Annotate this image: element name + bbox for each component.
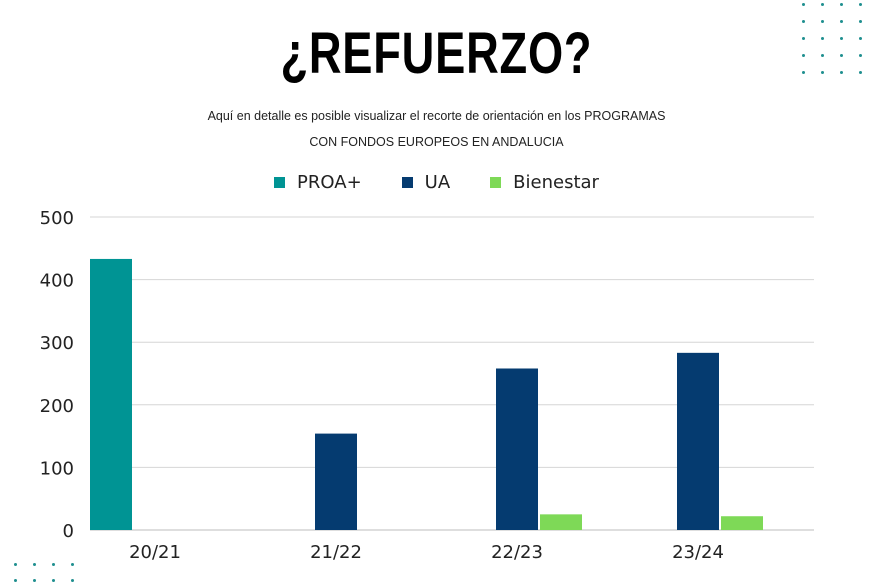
legend-label-bienestar: Bienestar	[513, 172, 599, 193]
subtitle-line-1: Aquí en detalle es posible visualizar el…	[207, 109, 666, 123]
decorative-dot	[859, 37, 862, 40]
decorative-dot	[840, 37, 843, 40]
decorative-dot	[821, 37, 824, 40]
decorative-dot	[802, 20, 805, 23]
legend-item-ua: UA	[401, 172, 451, 193]
decorative-dot	[802, 3, 805, 6]
legend-item-bienestar: Bienestar	[490, 172, 599, 193]
decorative-dot	[71, 579, 74, 582]
legend-label-proa: PROA+	[297, 172, 362, 193]
decorative-dot	[802, 54, 805, 57]
decorative-dot	[802, 71, 805, 74]
page-title: ¿REFUERZO?	[280, 21, 593, 86]
decorative-dot	[14, 563, 17, 566]
y-tick-label: 100	[40, 458, 74, 479]
decorative-dot	[14, 579, 17, 582]
y-tick-label: 500	[40, 208, 74, 229]
decorative-dot	[859, 20, 862, 23]
subtitle-line-2: CON FONDOS EUROPEOS EN ANDALUCIA	[309, 135, 564, 149]
bar-ua-22-23	[496, 368, 538, 530]
x-tick-label: 22/23	[491, 542, 543, 563]
y-tick-label: 400	[40, 271, 74, 292]
legend-label-ua: UA	[424, 172, 451, 193]
x-tick-label: 21/22	[310, 542, 362, 563]
legend-swatch-bienestar	[490, 177, 502, 188]
bar-proa-20-21	[90, 258, 132, 530]
y-tick-label: 200	[40, 396, 74, 417]
legend-item-proa: PROA+	[274, 172, 362, 193]
x-tick-label: 23/24	[672, 542, 724, 563]
legend-swatch-ua	[401, 177, 413, 188]
decorative-dot	[71, 563, 74, 566]
x-tick-label: 20/21	[129, 542, 181, 563]
decorative-dot	[840, 3, 843, 6]
decorative-dot	[802, 37, 805, 40]
decorative-dot	[52, 579, 55, 582]
decorative-dot	[821, 54, 824, 57]
chart-legend: PROA+ UA Bienestar	[0, 172, 873, 193]
bar-ua-21-22	[315, 433, 357, 530]
decorative-dot	[859, 3, 862, 6]
decorative-dot	[52, 563, 55, 566]
decorative-dot	[840, 71, 843, 74]
decorative-dot	[821, 71, 824, 74]
bar-bienestar-22-23	[540, 514, 582, 530]
decorative-dot	[840, 54, 843, 57]
decorative-dot	[33, 563, 36, 566]
decorative-dot	[840, 20, 843, 23]
decorative-dot	[33, 579, 36, 582]
legend-swatch-proa	[274, 177, 286, 188]
bar-bienestar-23-24	[721, 516, 763, 530]
decorative-dot	[821, 20, 824, 23]
decorative-dot	[859, 71, 862, 74]
bar-ua-23-24	[677, 352, 719, 530]
y-tick-label: 0	[63, 521, 74, 542]
decorative-dot	[859, 54, 862, 57]
decorative-dot	[821, 3, 824, 6]
y-tick-label: 300	[40, 333, 74, 354]
